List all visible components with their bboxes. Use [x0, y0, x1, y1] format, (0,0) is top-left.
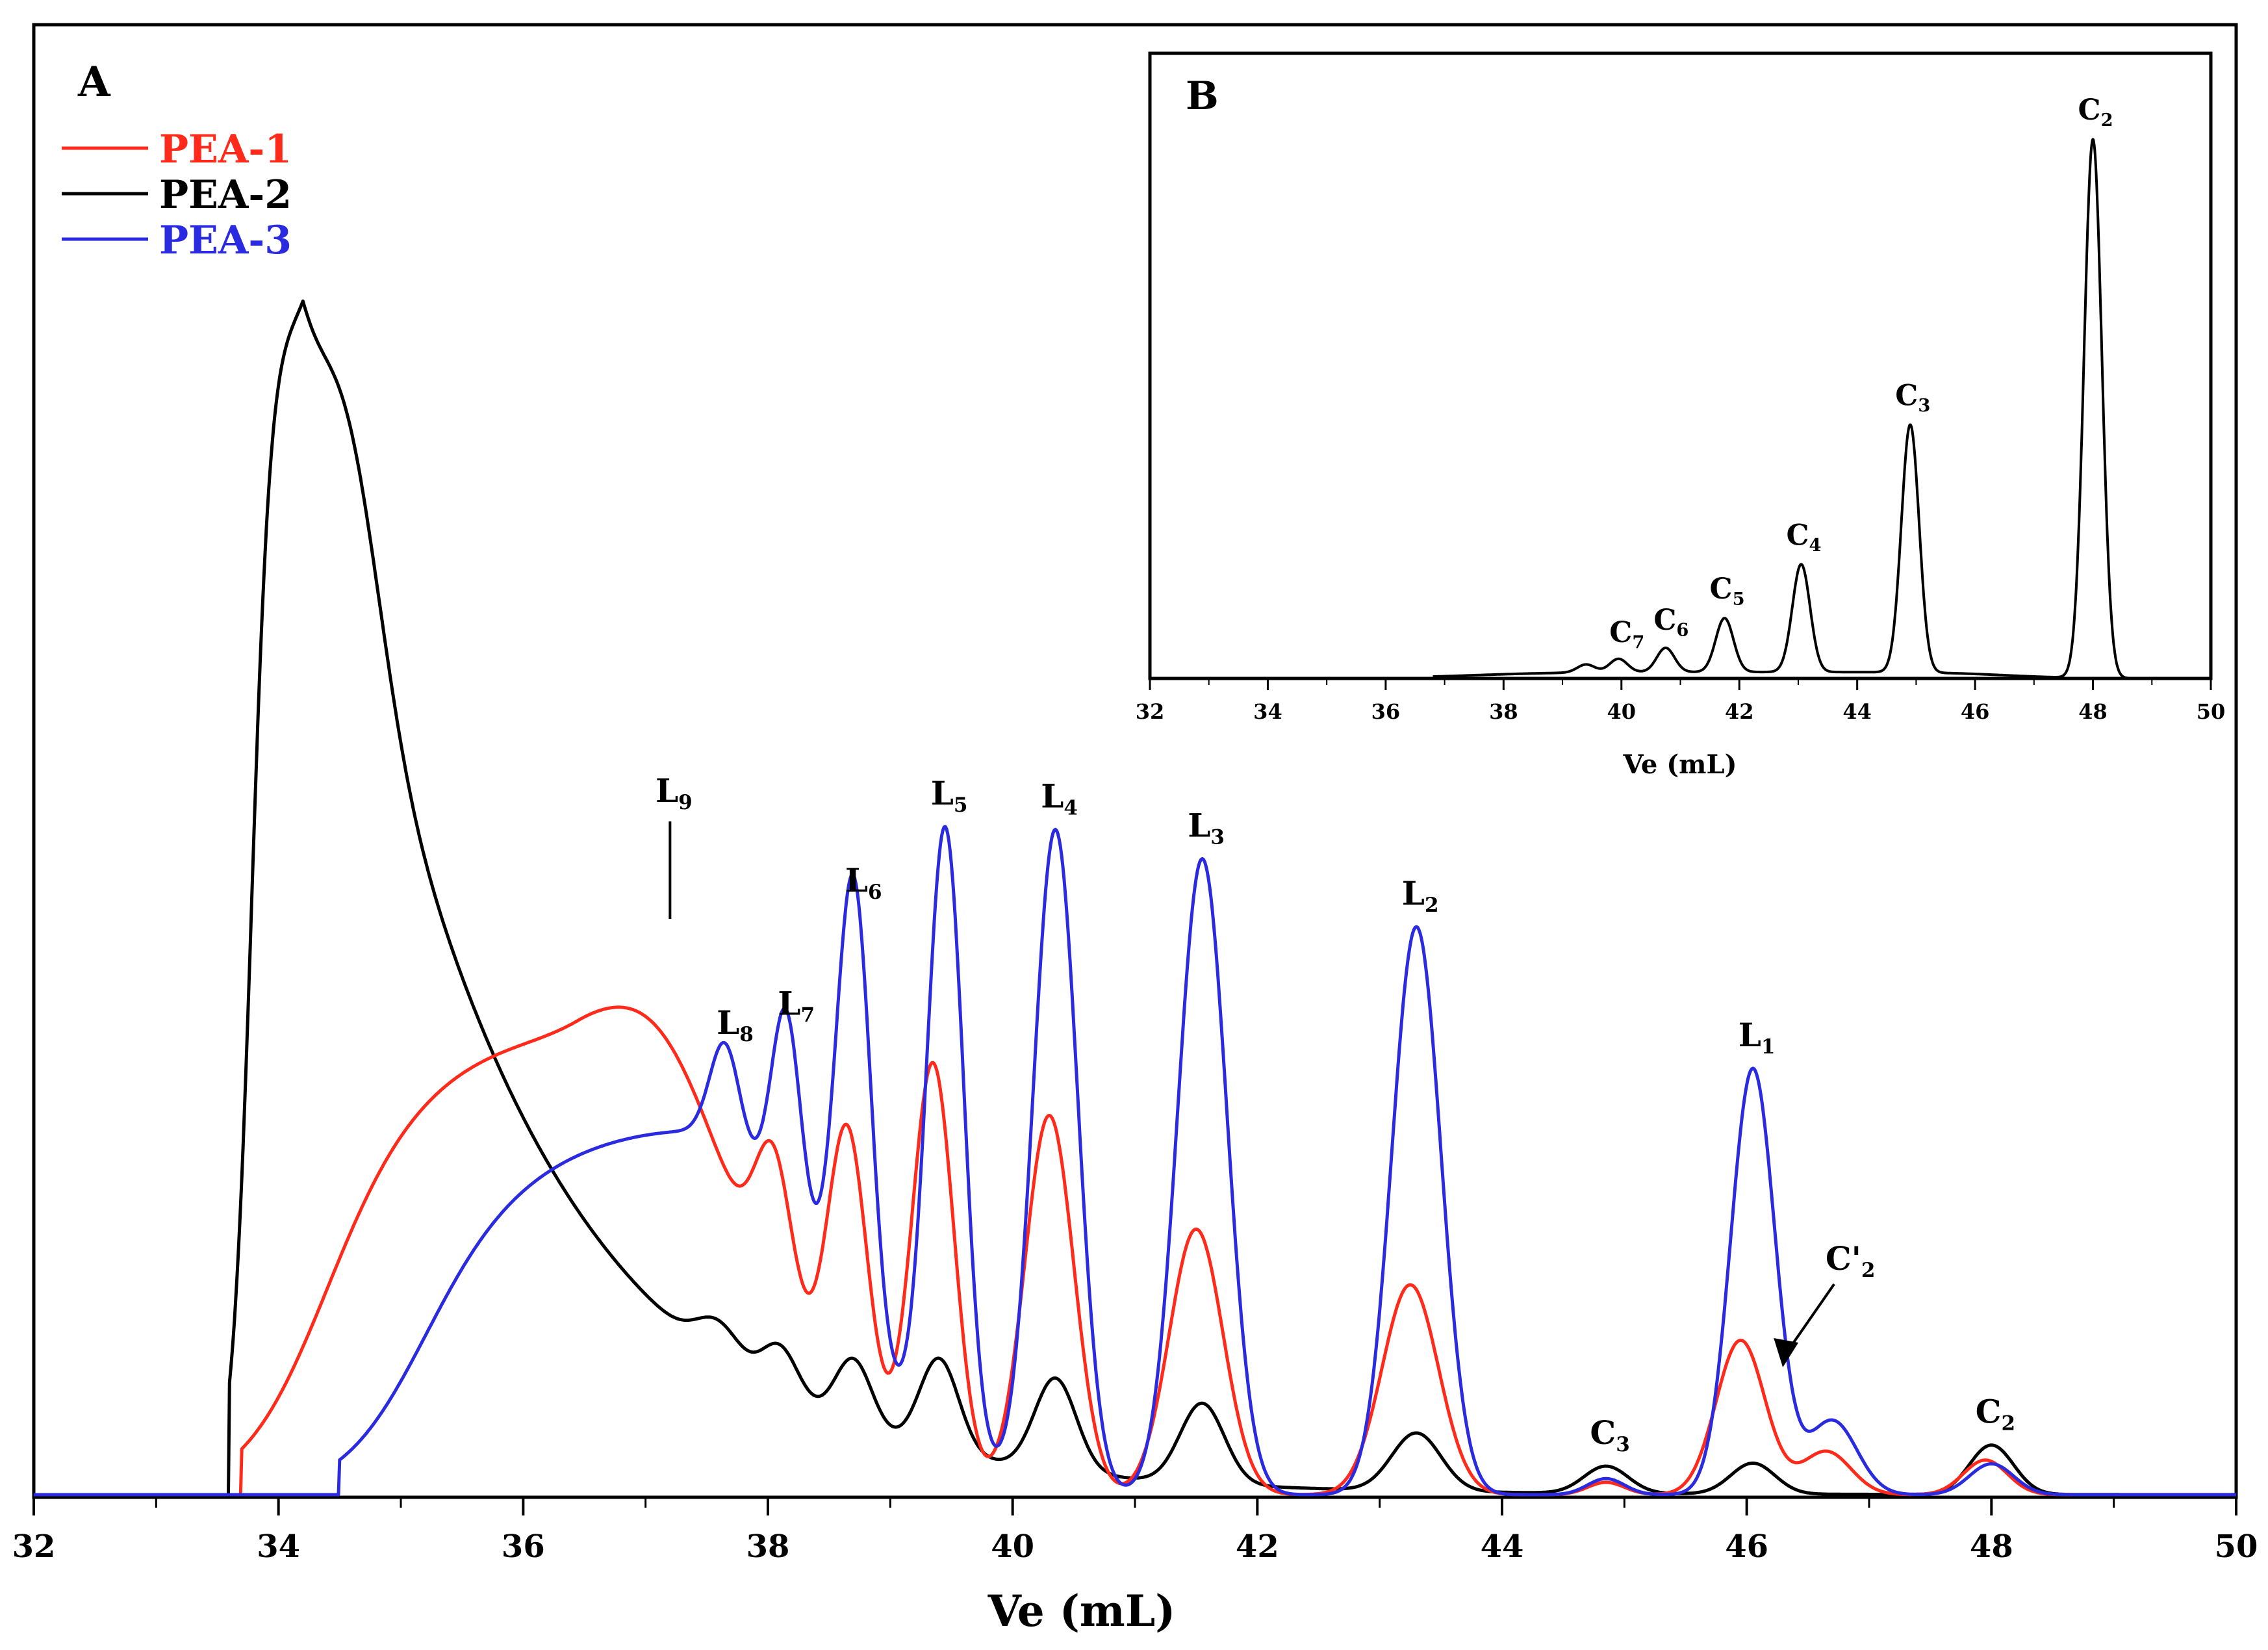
panel-a-x-tick-label: 46 — [1725, 1528, 1768, 1565]
panel-b-peak-label-c2: C2 — [2078, 94, 2113, 131]
panel-a-x-tick-label: 48 — [1970, 1528, 2013, 1565]
c2-prime-arrowhead — [1774, 1338, 1799, 1367]
panel-a-x-tick-label: 40 — [991, 1528, 1034, 1565]
peak-label-c3: C3 — [1590, 1413, 1629, 1456]
peak-label-cprime2: C'2 — [1826, 1239, 1876, 1282]
panel-a: A 32 34 36 38 40 42 44 46 48 50 Ve (mL) L9L8L7L6L… — [12, 23, 2258, 1636]
panel-a-x-tick-label: 50 — [2215, 1528, 2258, 1565]
panel-b-x-tick-label: 48 — [2078, 699, 2108, 724]
panel-a-x-axis: 32 34 36 38 40 42 44 46 48 50 — [12, 1497, 2258, 1565]
panel-a-annotations: L9 L8 L7 L6 L5 L4 L3 L2 C3 L1 C'2 C2 — [656, 771, 2015, 1456]
panel-a-label: A — [77, 58, 111, 107]
peak-label-l4: L4 — [1041, 777, 1078, 819]
legend-label-pea-3: PEA-3 — [159, 218, 292, 263]
series-line-pea-3 — [33, 825, 2237, 1497]
legend-label-pea-2: PEA-2 — [159, 172, 292, 218]
panel-b-label: B — [1186, 73, 1219, 119]
legend: PEA-1 PEA-2 PEA-3 — [62, 127, 292, 263]
peak-label-l1: L1 — [1739, 1016, 1776, 1059]
panel-a-x-tick-label: 38 — [746, 1528, 790, 1565]
panel-a-x-tick-label: 36 — [502, 1528, 545, 1565]
peak-label-l7: L7 — [778, 985, 815, 1027]
panel-b-x-axis-label: Ve (mL) — [1622, 749, 1737, 780]
panel-b-x-tick-label: 38 — [1489, 699, 1518, 724]
panel-b-peak-label-c5: C5 — [1710, 573, 1745, 610]
panel-b-peak-label-c4: C4 — [1786, 519, 1821, 556]
panel-b-x-tick-label: 50 — [2197, 699, 2226, 724]
panel-b-x-tick-label: 32 — [1136, 699, 1165, 724]
panel-b-x-tick-label: 44 — [1842, 699, 1872, 724]
panel-b-inset: B 32 34 36 38 40 42 44 46 48 50 Ve (mL) C7C6C5C4C… — [1136, 51, 2226, 780]
peak-label-l9: L9 — [656, 771, 693, 814]
panel-b-x-tick-label: 46 — [1961, 699, 1990, 724]
panel-b-x-tick-label: 42 — [1725, 699, 1754, 724]
peak-label-l8: L8 — [717, 1003, 754, 1046]
panel-b-peak-label-c3: C3 — [1895, 379, 1930, 416]
legend-label-pea-1: PEA-1 — [159, 127, 292, 172]
panel-a-x-axis-label: Ve (mL) — [987, 1586, 1176, 1636]
panel-a-x-tick-label: 44 — [1481, 1528, 1524, 1565]
peak-label-c2: C2 — [1976, 1393, 2015, 1436]
panel-b-x-tick-label: 40 — [1607, 699, 1637, 724]
peak-label-l6: L6 — [845, 861, 882, 904]
panel-b-frame — [1148, 51, 2213, 680]
panel-a-series — [33, 299, 2237, 1497]
series-line-pea-1 — [33, 1005, 2237, 1497]
panel-b-x-tick-label: 34 — [1253, 699, 1282, 724]
panel-b-series — [1432, 138, 2176, 680]
peak-label-l3: L3 — [1188, 806, 1225, 849]
panel-b-series-line — [1432, 138, 2176, 680]
panel-b-x-axis: 32 34 36 38 40 42 44 46 48 50 — [1136, 678, 2226, 724]
peak-label-l5: L5 — [931, 774, 968, 817]
panel-a-x-tick-label: 32 — [12, 1528, 56, 1565]
peak-label-l2: L2 — [1402, 874, 1439, 917]
panel-a-x-tick-label: 34 — [257, 1528, 300, 1565]
panel-b-peak-label-c6: C6 — [1653, 604, 1688, 641]
panel-b-x-tick-label: 36 — [1371, 699, 1401, 724]
panel-a-x-tick-label: 42 — [1236, 1528, 1279, 1565]
panel-b-peak-label-c7: C7 — [1609, 616, 1644, 653]
